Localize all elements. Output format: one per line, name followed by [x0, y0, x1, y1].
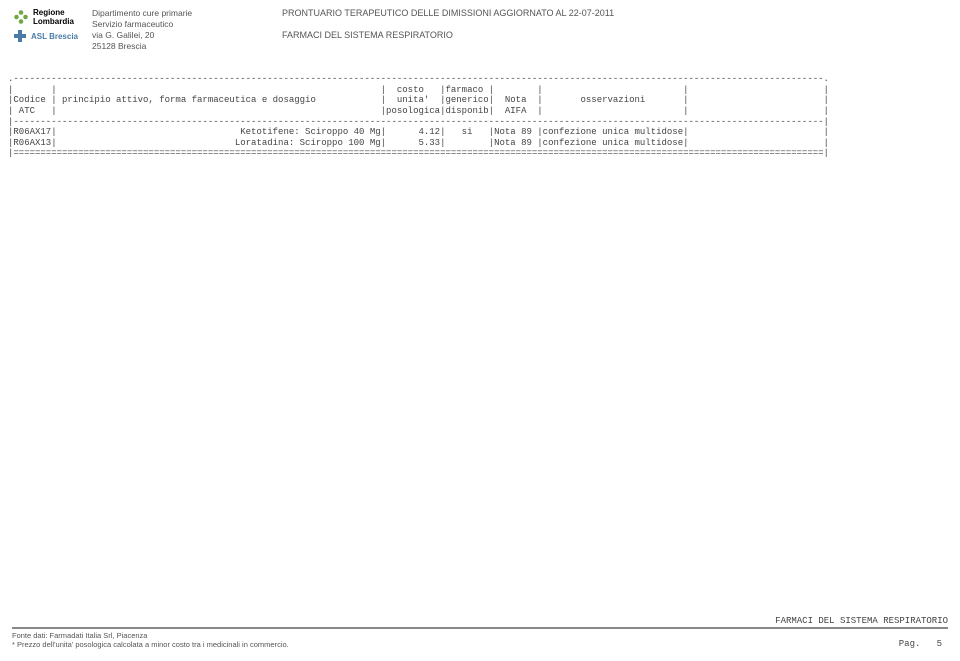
dept-line4: 25128 Brescia: [92, 41, 232, 52]
page-header: Regione Lombardia ASL Brescia Dipartimen…: [0, 0, 960, 56]
footer-category: FARMACI DEL SISTEMA RESPIRATORIO: [12, 616, 948, 626]
dept-line1: Dipartimento cure primarie: [92, 8, 232, 19]
logo1-line1: Regione: [33, 8, 74, 17]
footer-source: Fonte dati: Farmadati Italia Srl, Piacen…: [12, 631, 289, 640]
page-footer: FARMACI DEL SISTEMA RESPIRATORIO Fonte d…: [12, 616, 948, 649]
asl-cross-icon: [12, 28, 28, 44]
logo1-line2: Lombardia: [33, 17, 74, 26]
footer-rule: [12, 627, 948, 629]
logos-block: Regione Lombardia ASL Brescia: [12, 8, 92, 52]
title-block: PRONTUARIO TERAPEUTICO DELLE DIMISSIONI …: [232, 8, 948, 52]
monospace-table: .---------------------------------------…: [0, 56, 960, 159]
sub-title: FARMACI DEL SISTEMA RESPIRATORIO: [282, 30, 948, 40]
logo-regione-lombardia: Regione Lombardia: [12, 8, 92, 26]
dept-line2: Servizio farmaceutico: [92, 19, 232, 30]
page-number: Pag. 5: [899, 639, 942, 649]
logo-asl-brescia: ASL Brescia: [12, 28, 92, 44]
logo2-text: ASL Brescia: [31, 32, 78, 41]
footer-note: * Prezzo dell'unita' posologica calcolat…: [12, 640, 289, 649]
department-block: Dipartimento cure primarie Servizio farm…: [92, 8, 232, 52]
main-title: PRONTUARIO TERAPEUTICO DELLE DIMISSIONI …: [282, 8, 948, 18]
dept-line3: via G. Galilei, 20: [92, 30, 232, 41]
lombardia-rose-icon: [12, 8, 30, 26]
